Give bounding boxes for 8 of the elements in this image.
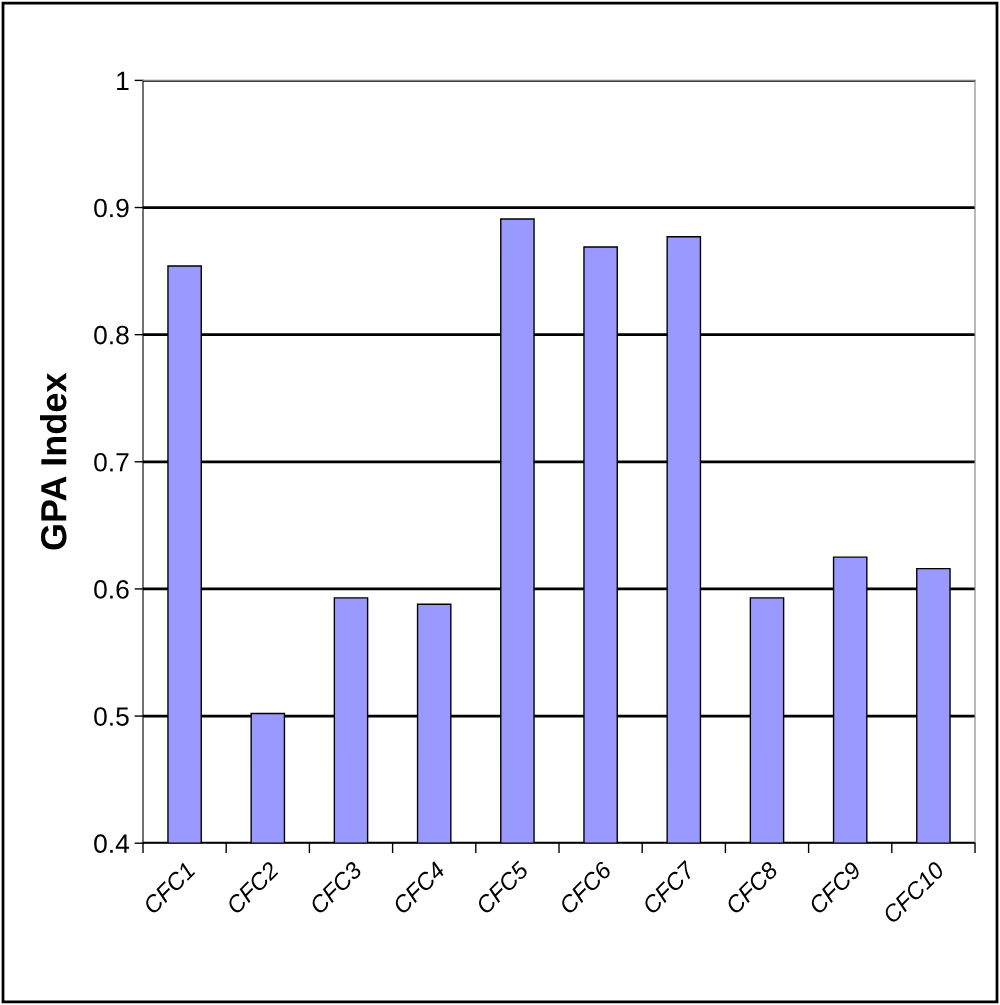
y-axis-title: GPA Index <box>40 372 67 550</box>
y-tick-label: 1 <box>117 71 129 90</box>
y-tick-label: 0.8 <box>94 325 129 345</box>
y-tick-label: 0.4 <box>94 834 130 854</box>
y-tick-label: 0.7 <box>94 452 129 472</box>
y-tick-label: 0.6 <box>94 580 129 599</box>
y-tick-label: 0.5 <box>94 707 129 726</box>
y-tick-label: 0.9 <box>94 198 129 218</box>
